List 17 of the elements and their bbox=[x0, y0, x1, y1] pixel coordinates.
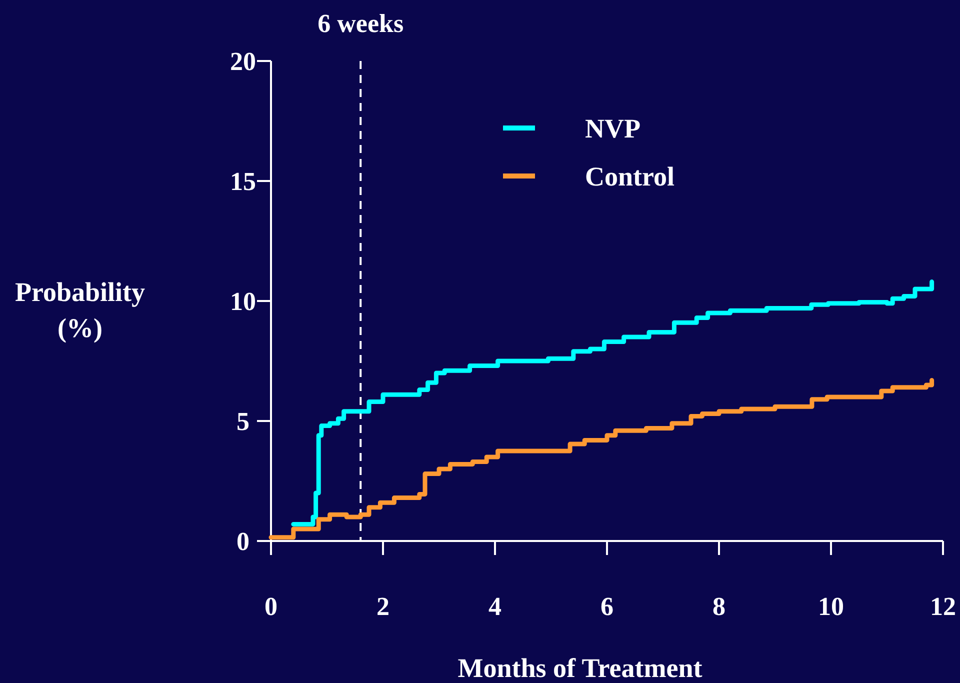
y-tick-label: 20 bbox=[230, 47, 256, 76]
y-tick-label: 15 bbox=[230, 167, 256, 196]
legend-label: NVP bbox=[585, 113, 640, 144]
ref-line-label: 6 weeks bbox=[318, 9, 404, 38]
x-tick-label: 2 bbox=[376, 592, 390, 621]
legend-label: Control bbox=[585, 161, 675, 192]
x-tick-label: 0 bbox=[264, 592, 278, 621]
y-axis-title: Probability (%) bbox=[14, 277, 146, 343]
y-tick-label: 0 bbox=[236, 527, 250, 556]
y-tick-label: 10 bbox=[230, 287, 256, 316]
x-tick-label: 4 bbox=[488, 592, 502, 621]
x-axis-title: Months of Treatment bbox=[458, 653, 702, 683]
x-tick-label: 12 bbox=[930, 592, 956, 621]
x-tick-label: 8 bbox=[712, 592, 726, 621]
x-tick-label: 6 bbox=[600, 592, 614, 621]
y-tick-label: 5 bbox=[236, 407, 250, 436]
x-tick-label: 10 bbox=[818, 592, 844, 621]
